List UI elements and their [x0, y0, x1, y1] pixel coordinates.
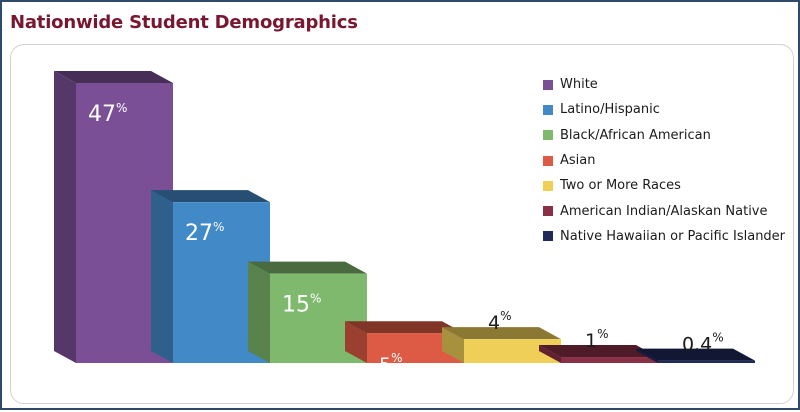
bar-top-native-hawaiian-or-pacific-islander [636, 348, 755, 361]
bar-side-white [54, 71, 76, 363]
value-label-asian: 5% [379, 351, 403, 376]
value-label-native-hawaiian-or-pacific-islander: 0.4% [682, 331, 724, 356]
bar-native-hawaiian-or-pacific-islander [636, 348, 755, 363]
bar-side-black-african-american [248, 261, 270, 363]
legend-swatch-asian [543, 155, 553, 166]
legend-swatch-american-indian-alaskan-native [543, 206, 553, 217]
legend-swatch-black-african-american [543, 130, 553, 141]
legend-item-latino-hispanic: Latino/Hispanic [543, 97, 785, 122]
legend-label-american-indian-alaskan-native: American Indian/Alaskan Native [560, 203, 768, 219]
value-label-american-indian-alaskan-native: 1% [585, 327, 609, 352]
bar-top-american-indian-alaskan-native [539, 345, 658, 358]
legend-label-latino-hispanic: Latino/Hispanic [560, 102, 660, 118]
legend-item-white: White [543, 72, 785, 97]
chart-title: Nationwide Student Demographics [10, 12, 358, 33]
value-label-black-african-american: 15% [282, 292, 321, 318]
bar-front-two-or-more-races [464, 339, 561, 363]
bar-black-african-american [248, 261, 367, 363]
bar-two-or-more-races [442, 327, 561, 363]
legend-item-native-hawaiian-or-pacific-islander: Native Hawaiian or Pacific Islander [543, 224, 785, 249]
bar-side-american-indian-alaskan-native [539, 345, 561, 363]
bar-top-two-or-more-races [442, 327, 561, 340]
legend-label-white: White [560, 77, 598, 93]
bar-top-latino-hispanic [151, 190, 270, 203]
bar-side-two-or-more-races [442, 327, 464, 363]
legend-swatch-two-or-more-races [543, 180, 553, 191]
legend-item-black-african-american: Black/African American [543, 123, 785, 148]
bar-front-american-indian-alaskan-native [561, 357, 658, 363]
value-label-white: 47% [88, 101, 127, 127]
value-label-two-or-more-races: 4% [488, 309, 512, 334]
legend-label-black-african-american: Black/African American [560, 127, 711, 143]
legend-swatch-white [543, 79, 553, 90]
bar-top-white [54, 71, 173, 83]
bar-front-native-hawaiian-or-pacific-islander [658, 360, 755, 363]
legend-item-american-indian-alaskan-native: American Indian/Alaskan Native [543, 198, 785, 223]
legend-item-asian: Asian [543, 148, 785, 173]
bar-american-indian-alaskan-native [539, 345, 658, 363]
chart-legend: White Latino/Hispanic Black/African Americ… [543, 72, 785, 249]
legend-item-two-or-more-races: Two or More Races [543, 173, 785, 198]
legend-label-two-or-more-races: Two or More Races [560, 178, 681, 194]
bar-top-asian [345, 321, 464, 334]
bar-side-native-hawaiian-or-pacific-islander [636, 348, 658, 363]
legend-swatch-native-hawaiian-or-pacific-islander [543, 231, 553, 242]
value-label-latino-hispanic: 27% [185, 220, 224, 246]
legend-swatch-latino-hispanic [543, 104, 553, 115]
legend-label-native-hawaiian-or-pacific-islander: Native Hawaiian or Pacific Islander [560, 228, 786, 244]
bar-top-black-african-american [248, 261, 367, 274]
legend-label-asian: Asian [560, 153, 596, 169]
bar-side-latino-hispanic [151, 190, 173, 363]
bar-side-asian [345, 321, 367, 363]
